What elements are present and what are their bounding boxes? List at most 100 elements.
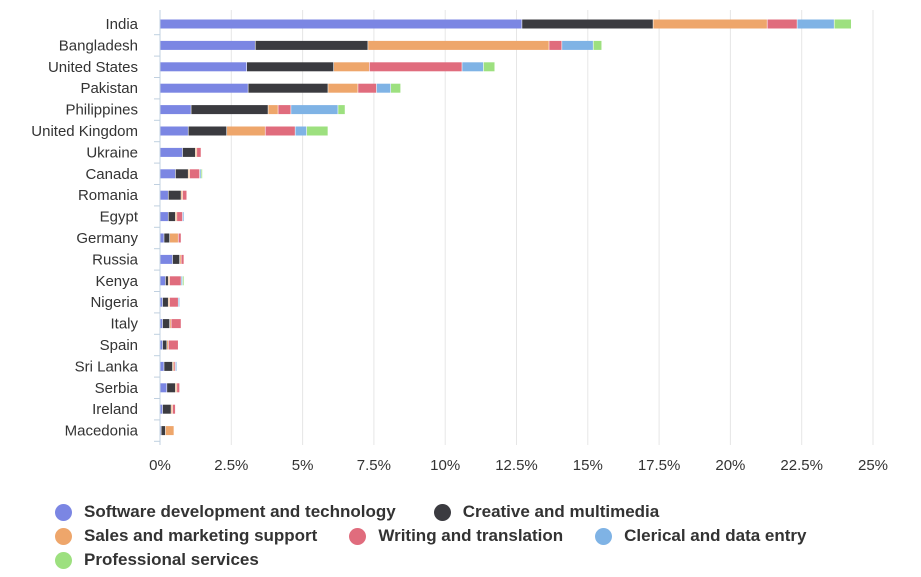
bar-segment[interactable] [291,105,338,115]
bar-segment[interactable] [562,40,593,50]
legend-item-software[interactable]: Software development and technology [55,502,396,522]
bar-segment[interactable] [199,169,201,179]
bar-segment[interactable] [182,212,184,222]
bar-segment[interactable] [376,83,391,93]
bar-segment[interactable] [593,40,602,50]
bar-segment[interactable] [172,254,180,264]
bar-segment[interactable] [160,19,522,29]
bar-segment[interactable] [195,147,197,157]
bar-segment[interactable] [268,105,278,115]
bar-segment[interactable] [248,83,328,93]
bar-segment[interactable] [169,233,178,243]
bar-segment[interactable] [181,190,183,200]
bar-segment[interactable] [462,62,484,72]
legend-item-clerical[interactable]: Clerical and data entry [595,526,807,546]
bar-segment[interactable] [246,62,334,72]
bar-segment[interactable] [182,190,187,200]
bar-segment[interactable] [338,105,345,115]
bar-segment[interactable] [306,126,328,136]
bar-segment[interactable] [174,361,176,371]
bar-segment[interactable] [167,340,168,350]
bar-segment[interactable] [165,276,168,286]
bar-segment[interactable] [160,126,188,136]
bar-segment[interactable] [333,62,370,72]
bar-segment[interactable] [162,319,170,329]
bar-segment[interactable] [175,361,177,371]
bar-segment[interactable] [834,19,852,29]
bar-segment[interactable] [160,383,167,393]
bar-segment[interactable] [175,212,177,222]
bar-segment[interactable] [168,297,170,307]
bar-segment[interactable] [182,276,184,286]
bar-segment[interactable] [522,19,653,29]
bar-segment[interactable] [175,383,177,393]
bar-segment[interactable] [797,19,834,29]
bar-segment[interactable] [160,340,163,350]
bar-segment[interactable] [168,212,176,222]
bar-segment[interactable] [171,404,173,414]
legend-item-professional[interactable]: Professional services [55,550,259,570]
bar-segment[interactable] [160,169,176,179]
bar-segment[interactable] [164,233,170,243]
bar-segment[interactable] [549,40,562,50]
bar-segment[interactable] [162,340,167,350]
bar-segment[interactable] [164,361,173,371]
bar-segment[interactable] [178,297,180,307]
bar-segment[interactable] [168,340,178,350]
bar-segment[interactable] [182,147,196,157]
bar-segment[interactable] [767,19,797,29]
bar-segment[interactable] [188,126,227,136]
bar-segment[interactable] [160,276,166,286]
bar-segment[interactable] [177,212,183,222]
bar-segment[interactable] [160,62,247,72]
bar-segment[interactable] [168,276,170,286]
bar-segment[interactable] [653,19,767,29]
bar-segment[interactable] [255,40,368,50]
bar-segment[interactable] [295,126,307,136]
bar-segment[interactable] [181,254,184,264]
bar-segment[interactable] [160,212,168,222]
bar-segment[interactable] [165,426,174,436]
bar-segment[interactable] [201,169,203,179]
bar-segment[interactable] [483,62,495,72]
bar-segment[interactable] [368,40,549,50]
bar-segment[interactable] [369,62,462,72]
bar-segment[interactable] [160,404,163,414]
bar-segment[interactable] [191,105,268,115]
bar-segment[interactable] [162,297,168,307]
bar-segment[interactable] [160,233,164,243]
bar-segment[interactable] [169,297,178,307]
bar-segment[interactable] [227,126,265,136]
bar-segment[interactable] [181,276,183,286]
bar-segment[interactable] [179,254,181,264]
bar-segment[interactable] [358,83,377,93]
bar-segment[interactable] [160,254,173,264]
bar-segment[interactable] [160,361,164,371]
bar-segment[interactable] [162,404,171,414]
bar-segment[interactable] [160,190,168,200]
bar-segment[interactable] [178,233,181,243]
bar-segment[interactable] [160,105,191,115]
bar-segment[interactable] [189,169,200,179]
bar-segment[interactable] [177,383,180,393]
bar-segment[interactable] [167,383,176,393]
bar-segment[interactable] [160,147,183,157]
bar-segment[interactable] [197,147,201,157]
bar-segment[interactable] [188,169,190,179]
bar-segment[interactable] [160,319,163,329]
bar-segment[interactable] [161,426,166,436]
bar-segment[interactable] [172,361,174,371]
legend-item-creative[interactable]: Creative and multimedia [433,502,659,522]
bar-segment[interactable] [169,319,171,329]
bar-segment[interactable] [160,83,248,93]
bar-segment[interactable] [169,276,181,286]
bar-segment[interactable] [328,83,358,93]
bar-segment[interactable] [168,190,181,200]
bar-segment[interactable] [172,404,176,414]
bar-segment[interactable] [265,126,295,136]
legend-item-writing[interactable]: Writing and translation [349,526,563,546]
bar-segment[interactable] [160,40,255,50]
bar-segment[interactable] [160,297,163,307]
bar-segment[interactable] [391,83,401,93]
bar-segment[interactable] [171,319,181,329]
